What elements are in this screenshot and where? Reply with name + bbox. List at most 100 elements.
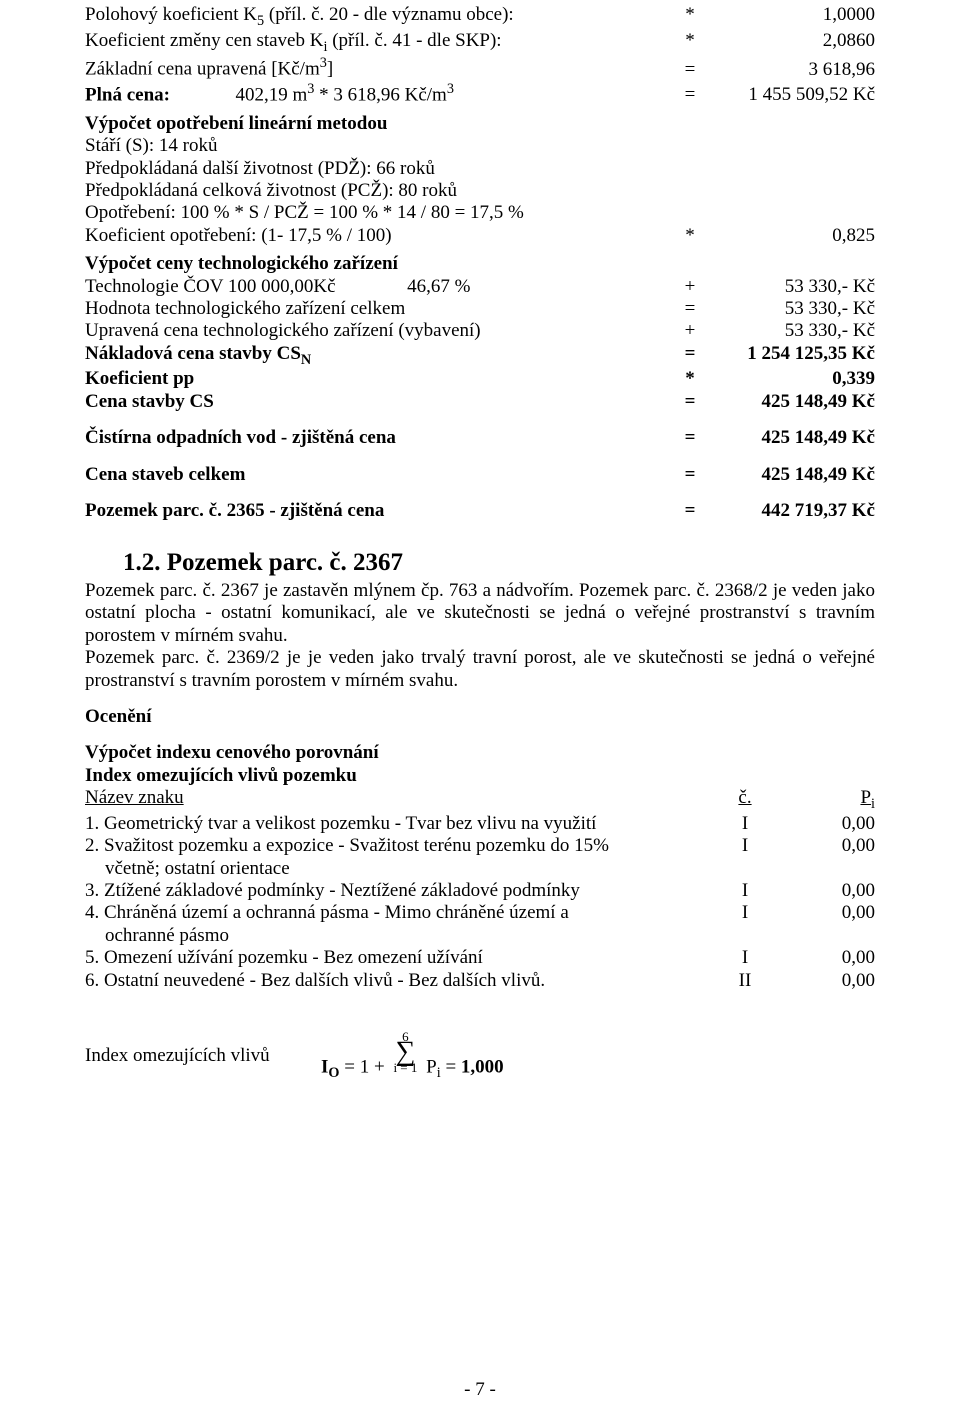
operator: * (675, 30, 705, 52)
text: = 1 + (340, 1056, 390, 1077)
table-cell: II (715, 970, 775, 992)
operator: = (675, 84, 705, 106)
table-row: 6. Ostatní neuvedené - Bez dalších vlivů… (85, 970, 875, 992)
calc-label: Koeficient opotřebení: (1- 17,5 % / 100) (85, 225, 675, 247)
calc-row: Technologie ČOV 100 000,00Kč 46,67 % + 5… (85, 276, 875, 298)
superscript: 3 (320, 55, 327, 71)
calc-label: Základní cena upravená [Kč/m3] (85, 55, 675, 81)
section-heading: Výpočet indexu cenového porovnání (85, 742, 875, 764)
calc-value: 53 330,- Kč (705, 320, 875, 342)
text: Technologie ČOV 100 000,00Kč (85, 276, 336, 297)
operator: = (675, 427, 705, 449)
table-row: 4. Chráněná území a ochranná pásma - Mim… (85, 902, 875, 924)
operator: = (675, 391, 705, 413)
table-cell: 0,00 (785, 902, 875, 924)
calc-row: Plná cena: 402,19 m3 * 3 618,96 Kč/m3 = … (85, 81, 875, 107)
paragraph: Pozemek parc. č. 2369/2 je je veden jako… (85, 647, 875, 692)
text-bold: Plná cena: (85, 84, 170, 105)
sigma-lower: i = 1 (393, 1061, 417, 1074)
table-cell: I (715, 947, 775, 969)
calc-value: 442 719,37 Kč (705, 500, 875, 522)
calc-row: Nákladová cena stavby CSN = 1 254 125,35… (85, 343, 875, 369)
subscript: N (301, 352, 311, 368)
text-line: Opotřebení: 100 % * S / PCŽ = 100 % * 14… (85, 202, 875, 224)
table-cell: 0,00 (785, 880, 875, 902)
calc-row: Koeficient změny cen staveb Ki (příl. č.… (85, 30, 875, 56)
operator: + (675, 276, 705, 298)
calc-label: Nákladová cena stavby CSN (85, 343, 675, 369)
document-page: Polohový koeficient K5 (příl. č. 20 - dl… (0, 0, 960, 1425)
text: = (441, 1056, 461, 1077)
calc-value: 1 455 509,52 Kč (705, 84, 875, 106)
calc-value: 3 618,96 (705, 59, 875, 81)
table-cell: 0,00 (785, 947, 875, 969)
column-header: Název znaku (85, 787, 184, 808)
section-heading: Ocenění (85, 706, 875, 728)
index-table: Název znaku č. Pi 1. Geometrický tvar a … (85, 787, 875, 992)
text: Nákladová cena stavby CS (85, 343, 301, 364)
operator: * (675, 4, 705, 26)
calc-label: Plná cena: 402,19 m3 * 3 618,96 Kč/m3 (85, 81, 675, 107)
calc-row: Cena stavby CS = 425 148,49 Kč (85, 391, 875, 413)
operator: = (675, 464, 705, 486)
text: Polohový koeficient K (85, 4, 257, 25)
operator: = (675, 500, 705, 522)
calc-label: Čistírna odpadních vod - zjištěná cena (85, 427, 675, 449)
calc-value: 2,0860 (705, 30, 875, 52)
text: P (421, 1056, 436, 1077)
text: P (860, 787, 871, 808)
operator: = (675, 59, 705, 81)
table-header: Pi (785, 787, 875, 813)
calc-row: Hodnota technologického zařízení celkem … (85, 298, 875, 320)
calc-value: 0,339 (705, 368, 875, 390)
table-cell: I (715, 813, 775, 835)
calc-label: Cena staveb celkem (85, 464, 675, 486)
section-heading: Výpočet opotřebení lineární metodou (85, 113, 875, 135)
table-header: č. (715, 787, 775, 809)
formula-row: Index omezujících vlivů IO = 1 + 6∑i = 1… (85, 1030, 875, 1082)
section-subheading: Index omezujících vlivů pozemku (85, 765, 875, 787)
text-line: Předpokládaná celková životnost (PCŽ): 8… (85, 180, 875, 202)
calc-value: 53 330,- Kč (705, 276, 875, 298)
table-row: 5. Omezení užívání pozemku - Bez omezení… (85, 947, 875, 969)
column-header: č. (738, 787, 751, 808)
formula-expression: IO = 1 + 6∑i = 1 Pi = 1,000 (321, 1030, 504, 1082)
calc-value: 1,0000 (705, 4, 875, 26)
table-cell: 5. Omezení užívání pozemku - Bez omezení… (85, 947, 705, 969)
text: * 3 618,96 Kč/m (314, 84, 446, 105)
calc-row: Pozemek parc. č. 2365 - zjištěná cena = … (85, 500, 875, 522)
table-cell: 6. Ostatní neuvedené - Bez dalších vlivů… (85, 970, 705, 992)
superscript: 3 (447, 81, 454, 97)
operator: * (675, 368, 705, 390)
table-header: Název znaku (85, 787, 705, 809)
table-cell: I (715, 902, 775, 924)
operator: + (675, 320, 705, 342)
calc-label: Cena stavby CS (85, 391, 675, 413)
calc-label: Koeficient pp (85, 368, 675, 390)
sigma-icon: 6∑i = 1 (393, 1030, 417, 1074)
page-number: - 7 - (0, 1379, 960, 1401)
table-row: 2. Svažitost pozemku a expozice - Svažit… (85, 835, 875, 857)
calc-row: Cena staveb celkem = 425 148,49 Kč (85, 464, 875, 486)
heading-level-2: 1.2. Pozemek parc. č. 2367 (85, 548, 875, 578)
calc-value: 1 254 125,35 Kč (705, 343, 875, 365)
calc-label: Polohový koeficient K5 (příl. č. 20 - dl… (85, 4, 675, 30)
paragraph: Pozemek parc. č. 2367 je zastavěn mlýnem… (85, 580, 875, 647)
calc-row: Základní cena upravená [Kč/m3] = 3 618,9… (85, 55, 875, 81)
calc-row: Koeficient opotřebení: (1- 17,5 % / 100)… (85, 225, 875, 247)
table-cell: I (715, 880, 775, 902)
operator: = (675, 298, 705, 320)
table-cell: 1. Geometrický tvar a velikost pozemku -… (85, 813, 705, 835)
formula-label: Index omezujících vlivů (85, 1045, 321, 1067)
calc-row: Polohový koeficient K5 (příl. č. 20 - dl… (85, 4, 875, 30)
calc-label: Technologie ČOV 100 000,00Kč 46,67 % (85, 276, 675, 298)
table-cell: 0,00 (785, 970, 875, 992)
table-cell: 4. Chráněná území a ochranná pásma - Mim… (85, 902, 705, 924)
operator: = (675, 343, 705, 365)
calc-row: Koeficient pp * 0,339 (85, 368, 875, 390)
table-cell: ochranné pásmo (85, 925, 725, 947)
table-cell: 2. Svažitost pozemku a expozice - Svažit… (85, 835, 705, 857)
calc-value: 425 148,49 Kč (705, 464, 875, 486)
subscript: i (871, 796, 875, 812)
calc-value: 425 148,49 Kč (705, 391, 875, 413)
